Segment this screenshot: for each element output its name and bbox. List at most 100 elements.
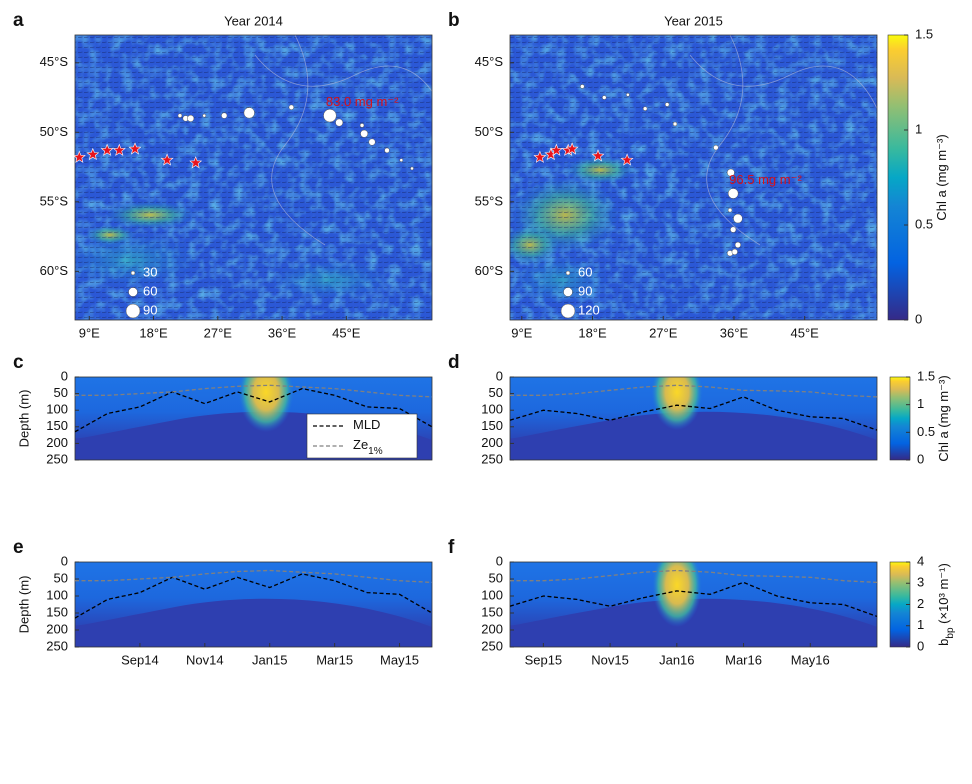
y-tick-label: 0	[496, 368, 503, 383]
y-tick-label: 50	[489, 385, 503, 400]
y-tick-label: 200	[46, 435, 68, 450]
x-tick-label: Sep14	[121, 652, 159, 667]
y-tick-label: 150	[481, 418, 503, 433]
y-tick-label: 150	[46, 418, 68, 433]
colorbar-tick-label: 0.5	[915, 216, 933, 231]
contour	[706, 35, 761, 246]
x-tick-label: Jan16	[659, 652, 694, 667]
station	[410, 166, 414, 171]
x-tick-label: Sep15	[525, 652, 563, 667]
colorbar-label: Chl a (mg m⁻³)	[936, 375, 951, 461]
panel-letter: e	[13, 537, 24, 558]
y-tick-label: 45°S	[40, 54, 69, 69]
station	[727, 188, 739, 199]
colorbar-label-rest: (×10³ m⁻¹)	[936, 563, 951, 627]
size-legend-marker	[125, 303, 141, 319]
y-tick-label: 250	[481, 451, 503, 466]
colorbar-tick-label: 2	[917, 596, 924, 611]
y-tick-label: 0	[496, 553, 503, 568]
size-legend-marker	[130, 270, 136, 276]
float-star	[128, 142, 142, 155]
station	[580, 84, 585, 89]
frame	[509, 34, 878, 321]
x-tick-label: 36°E	[268, 325, 297, 340]
frame	[509, 376, 878, 461]
legend-name: Ze	[353, 437, 368, 452]
float-star	[160, 153, 174, 166]
y-tick-label: 200	[46, 621, 68, 636]
station	[360, 129, 369, 138]
station	[733, 213, 743, 224]
y-tick-label: 0	[61, 368, 68, 383]
float-star	[591, 149, 605, 162]
x-tick-label: 18°E	[578, 325, 607, 340]
legend-box	[306, 413, 418, 459]
y-tick-label: 250	[481, 638, 503, 653]
colorbar-label-sub: bp	[945, 627, 956, 639]
legend-name: MLD	[353, 417, 380, 432]
y-tick-label: 150	[46, 604, 68, 619]
panel: b Year 2015 45°S 50°S 55°S 60°S 9°E 18°E 27°E 36°…	[448, 10, 949, 340]
x-tick-label: Nov14	[186, 652, 224, 667]
colorbar-tick-label: 0	[917, 638, 924, 653]
colorbar-tick-label: 4	[917, 553, 924, 568]
panel-letter: a	[13, 10, 24, 31]
contour	[254, 54, 432, 93]
station	[664, 102, 670, 107]
station	[602, 95, 607, 100]
station	[672, 121, 678, 127]
station	[642, 106, 648, 111]
panel-letter: c	[13, 352, 24, 373]
frame	[74, 561, 433, 648]
colorbar-label: bbp (×10³ m⁻¹)	[936, 563, 956, 646]
frame	[74, 376, 433, 461]
x-tick-label: 27°E	[204, 325, 233, 340]
float-star	[565, 142, 579, 155]
station	[187, 114, 195, 122]
y-tick-label: 0	[61, 553, 68, 568]
x-tick-label: 45°E	[332, 325, 361, 340]
y-tick-label: 100	[481, 587, 503, 602]
y-tick-label: 50°S	[475, 124, 504, 139]
colorbar-tick-label: 3	[917, 575, 924, 590]
float-star	[86, 147, 100, 161]
x-tick-label: 27°E	[649, 325, 678, 340]
annotation: 83.0 mg m⁻²	[326, 94, 399, 109]
colorbar-tick-label: 0	[917, 451, 924, 466]
profile-line	[510, 569, 877, 584]
frame	[509, 561, 878, 648]
size-legend-label: 120	[578, 302, 600, 317]
station	[726, 168, 735, 177]
size-legend-label: 30	[143, 264, 157, 279]
contour	[689, 54, 877, 110]
field	[510, 35, 877, 320]
size-legend-label: 90	[143, 302, 157, 317]
x-tick-label: Mar15	[316, 652, 353, 667]
y-tick-label: 250	[46, 638, 68, 653]
legend-label: Ze1%	[353, 437, 383, 457]
colorbar	[889, 376, 911, 461]
float-star	[112, 143, 126, 156]
colorbar-tick-label: 1	[917, 396, 924, 411]
bloom	[652, 562, 702, 627]
station	[713, 144, 719, 151]
x-tick-label: Nov15	[591, 652, 629, 667]
size-legend-marker	[560, 303, 576, 319]
station	[359, 123, 365, 128]
y-tick-label: 45°S	[475, 54, 504, 69]
legend-name-sub: 1%	[368, 446, 383, 457]
field	[75, 562, 432, 647]
field	[75, 35, 432, 320]
colorbar-label: Chl a (mg m⁻³)	[934, 134, 949, 220]
colorbar	[887, 34, 909, 321]
currents	[510, 35, 877, 320]
size-legend-marker	[128, 287, 138, 297]
upper-layer	[75, 562, 432, 627]
profile-line	[75, 569, 432, 584]
x-tick-label: Mar16	[725, 652, 762, 667]
float-star	[72, 150, 86, 163]
y-tick-label: 100	[46, 587, 68, 602]
x-tick-label: 36°E	[720, 325, 749, 340]
station	[727, 207, 733, 213]
